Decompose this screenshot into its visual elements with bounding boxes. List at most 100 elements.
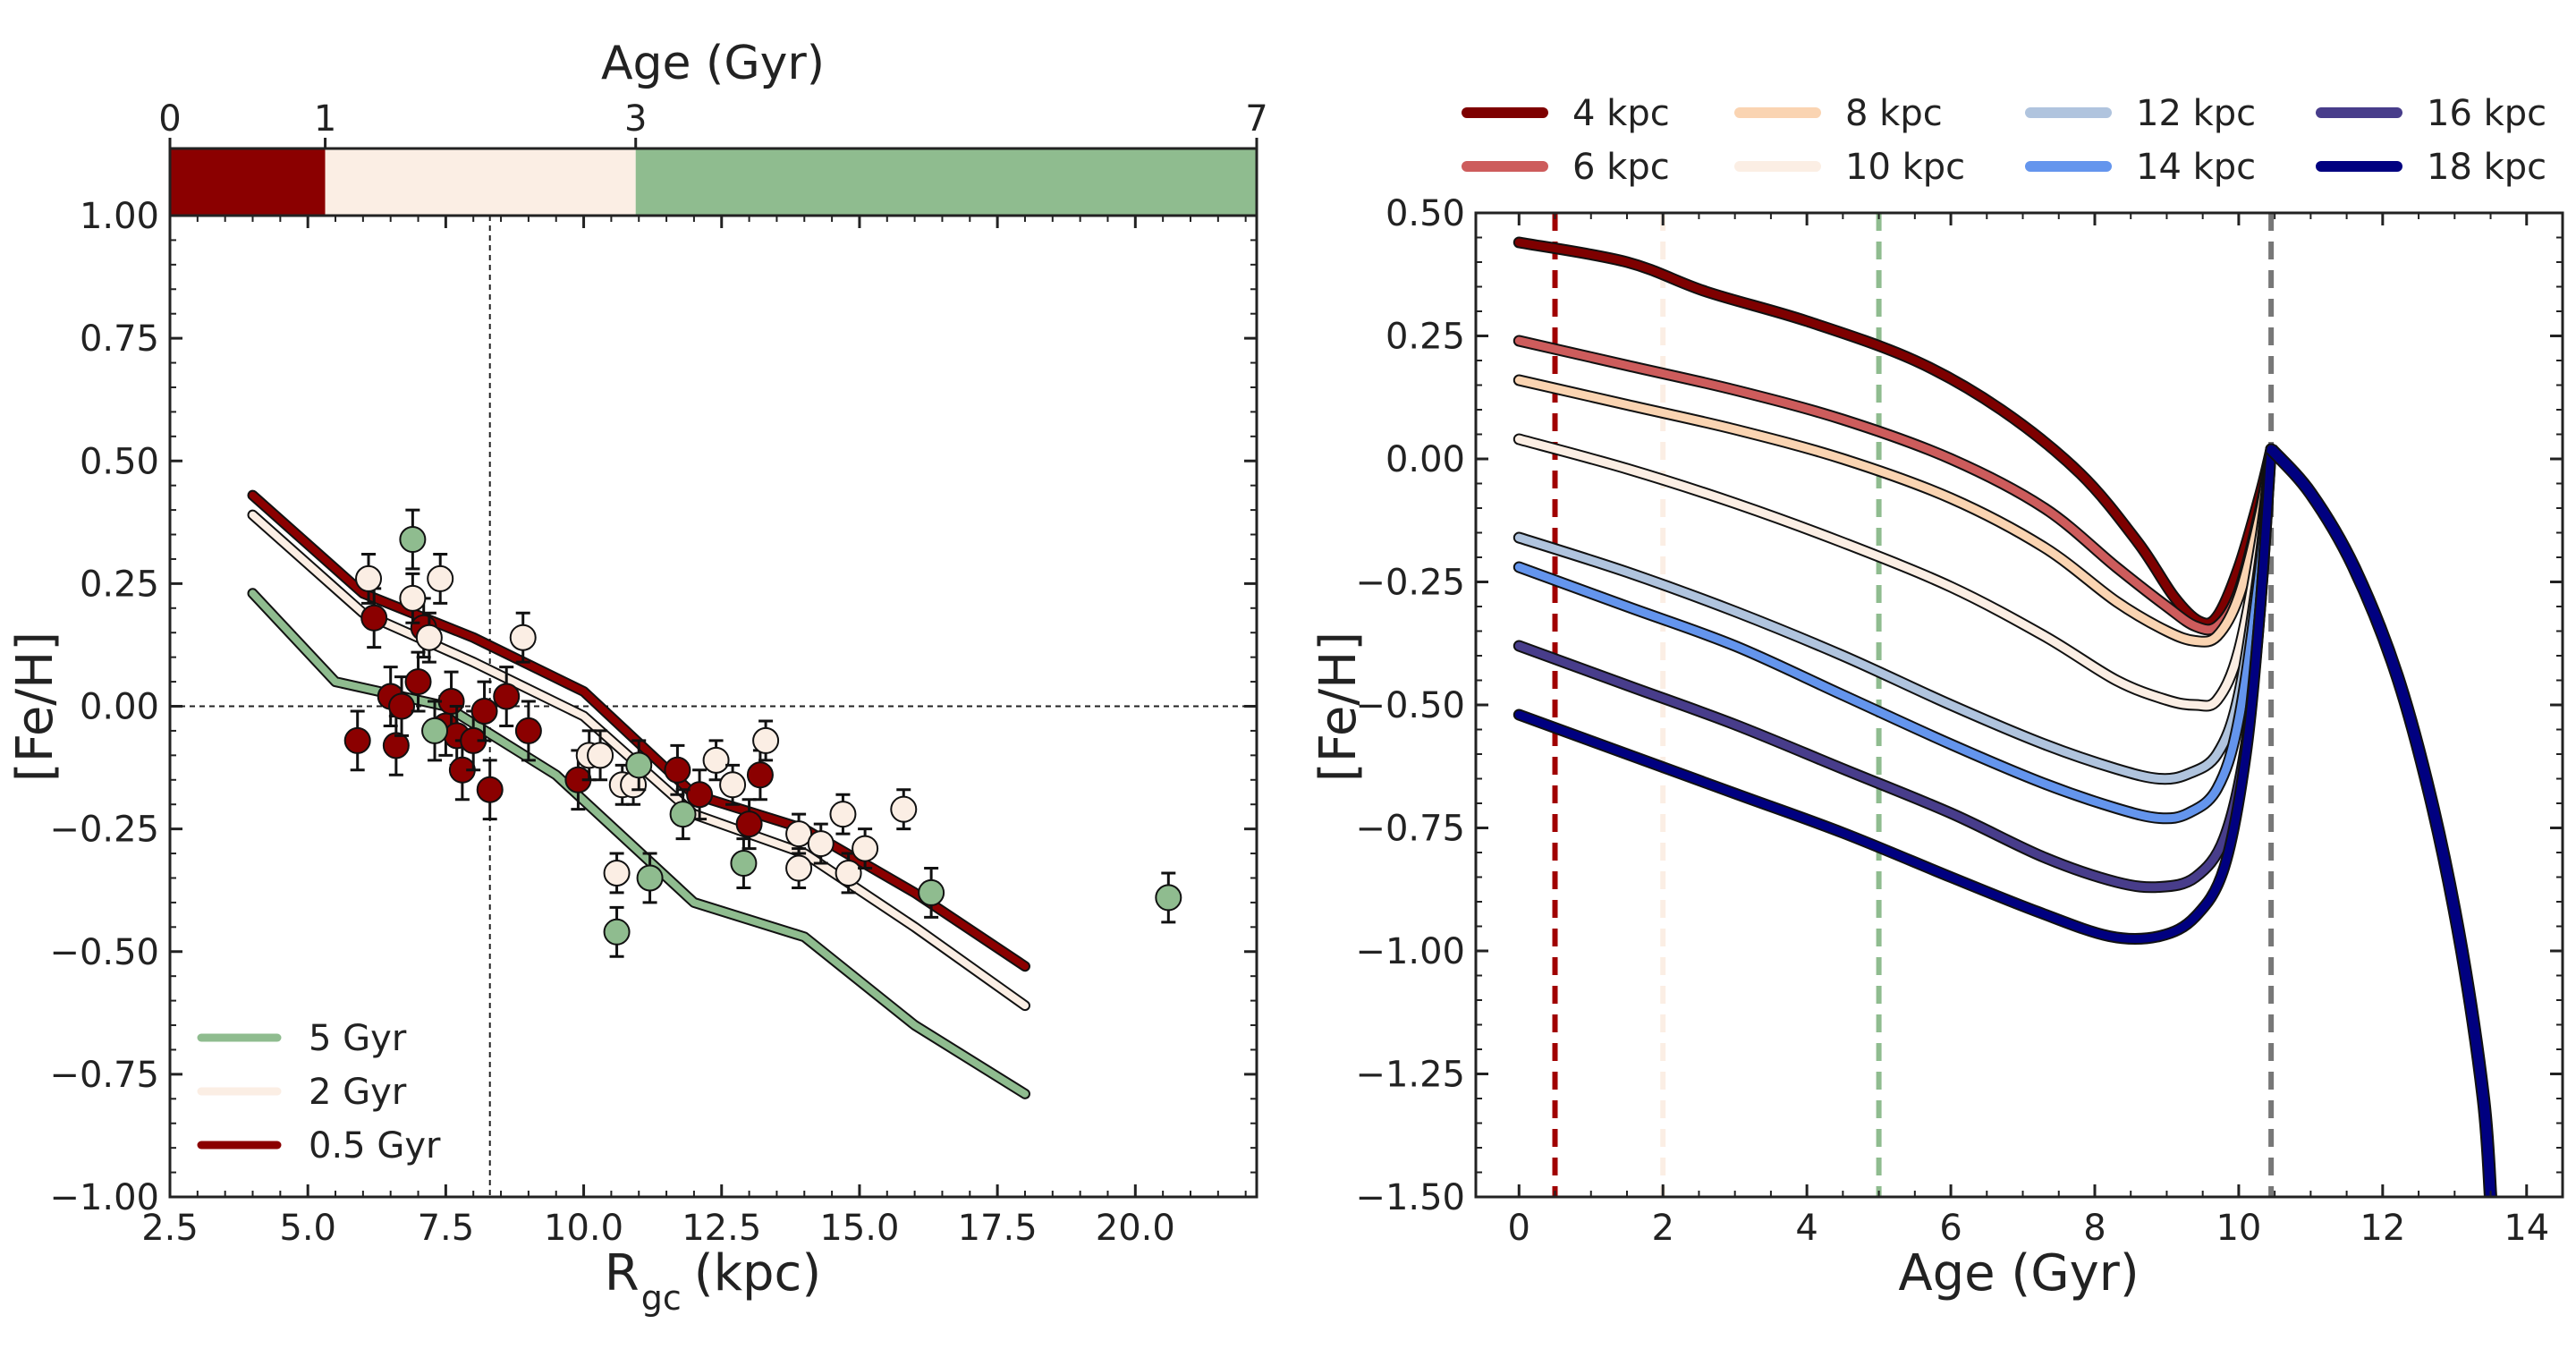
old-point-8: [1155, 884, 1182, 912]
mid-point-17: [835, 859, 862, 887]
right-y-tick-label-5: −0.25: [1355, 563, 1465, 604]
mid-point-7: [603, 859, 631, 887]
right-line-outline-1: [1513, 335, 2277, 636]
young-point-19: [735, 810, 763, 838]
right-x-tick-label-6: 12: [2360, 1208, 2405, 1249]
left-reference-lines: [170, 216, 1257, 1197]
mid-point-6: [587, 742, 614, 769]
age-tick-label-0: 0: [158, 98, 181, 140]
right-model-lines: [1513, 236, 2497, 1198]
mid-point-2: [415, 624, 443, 651]
right-legend-label-5: 14 kpc: [2136, 147, 2256, 188]
right-y-tick-label-8: 0.50: [1385, 193, 1465, 234]
left-x-label-sub: gc: [641, 1278, 682, 1318]
right-tail-line: [2267, 445, 2496, 1198]
right-legend-label-7: 18 kpc: [2427, 147, 2546, 188]
left-x-tick-label-5: 15.0: [819, 1208, 899, 1249]
mid-point-19: [890, 795, 918, 823]
right-line-6-kpc: [1514, 336, 2275, 634]
left-x-label-main: R: [605, 1244, 640, 1302]
right-x-tick-label-5: 10: [2216, 1208, 2261, 1249]
young-point-18: [686, 781, 714, 809]
left-x-tick-label-6: 17.5: [958, 1208, 1038, 1249]
right-legend-label-1: 6 kpc: [1572, 147, 1670, 188]
mid-point-0: [355, 564, 383, 592]
young-point-1: [360, 604, 388, 632]
mid-point-15: [807, 830, 835, 858]
right-panel: 0 2 4 6 8 10 12 14 −1.50 −1.25 −1.00 −0.75 −0.50 −0.2…: [1309, 93, 2564, 1302]
left-y-tick-label-2: −0.50: [49, 932, 159, 973]
left-panel: 0 1 3 7 Age (Gyr) 2.5 5.0 7.5 10.0 12.5 15.0 17.5…: [6, 37, 1268, 1318]
left-legend: 5 Gyr 2 Gyr 0.5 Gyr: [197, 1018, 441, 1167]
left-axes-ticks: 2.5 5.0 7.5 10.0 12.5 15.0 17.5 20.0 −1.00 −0.75 −…: [49, 196, 1257, 1249]
right-y-tick-label-6: 0.00: [1385, 439, 1465, 480]
mid-point-13: [785, 820, 813, 848]
right-y-tick-label-1: −1.25: [1355, 1055, 1465, 1096]
old-point-5: [669, 801, 697, 828]
right-line-10-kpc: [1514, 435, 2275, 710]
right-legend-label-0: 4 kpc: [1572, 93, 1670, 134]
age-colorbar: 0 1 3 7 Age (Gyr): [158, 37, 1268, 217]
right-line-14-kpc: [1514, 445, 2275, 823]
right-y-tick-label-7: 0.25: [1385, 317, 1465, 358]
age-tick-label-1: 1: [314, 98, 336, 140]
left-y-axis-label: [Fe/H]: [6, 632, 64, 782]
left-y-tick-label-0: −1.00: [49, 1177, 159, 1218]
old-point-0: [399, 526, 427, 554]
mid-point-16: [829, 801, 857, 828]
mid-point-10: [702, 746, 730, 774]
young-point-0: [343, 726, 371, 754]
age-segment-1: [325, 148, 636, 216]
young-point-3: [382, 732, 410, 759]
right-x-tick-label-3: 6: [1939, 1208, 1962, 1249]
left-y-tick-label-3: −0.25: [49, 810, 159, 851]
left-y-tick-label-5: 0.25: [80, 564, 159, 605]
age-tick-label-3: 7: [1245, 98, 1267, 140]
left-x-axis-label: Rgc (kpc): [605, 1244, 821, 1318]
young-point-4: [388, 692, 416, 720]
right-legend-label-3: 10 kpc: [1845, 147, 1965, 188]
young-point-15: [514, 717, 542, 744]
right-y-axis-label: [Fe/H]: [1309, 632, 1368, 782]
left-legend-label-0: 5 Gyr: [309, 1018, 407, 1059]
age-bar-segments: [170, 148, 1257, 216]
left-legend-label-1: 2 Gyr: [309, 1072, 407, 1113]
young-point-17: [664, 756, 691, 784]
right-y-tick-label-2: −1.00: [1355, 931, 1465, 972]
young-point-12: [470, 697, 498, 725]
right-x-tick-label-1: 2: [1651, 1208, 1674, 1249]
left-y-tick-label-8: 1.00: [80, 196, 159, 237]
left-x-label-unit: (kpc): [694, 1244, 821, 1302]
right-tail-outline: [2266, 444, 2497, 1198]
mid-point-4: [509, 624, 537, 651]
left-y-tick-label-4: 0.00: [80, 687, 159, 728]
right-x-tick-label-4: 8: [2083, 1208, 2106, 1249]
right-vertical-lines: [1552, 213, 2275, 1197]
left-data-points: [343, 508, 1182, 958]
right-line-4-kpc: [1514, 238, 2275, 628]
right-y-tick-label-4: −0.50: [1355, 685, 1465, 726]
left-x-tick-label-4: 12.5: [682, 1208, 761, 1249]
mid-point-3: [427, 564, 454, 592]
right-line-18-kpc: [1514, 445, 2275, 944]
line-5-Gyr: [249, 590, 1029, 1098]
young-point-14: [493, 683, 521, 710]
mid-point-11: [719, 771, 747, 799]
right-x-axis-label: Age (Gyr): [1898, 1244, 2139, 1302]
old-point-2: [603, 918, 631, 946]
right-y-tick-label-0: −1.50: [1355, 1177, 1465, 1218]
right-legend: 4 kpc 6 kpc 8 kpc 10 kpc 12 kpc 14 kpc 16 kpc 1…: [1462, 93, 2546, 188]
age-bar-title: Age (Gyr): [601, 37, 825, 90]
old-point-3: [625, 751, 653, 779]
old-point-4: [636, 864, 664, 892]
right-y-tick-label-3: −0.75: [1355, 809, 1465, 850]
mid-point-1: [399, 584, 427, 612]
left-x-tick-label-0: 2.5: [141, 1208, 199, 1249]
left-y-tick-label-6: 0.50: [80, 441, 159, 482]
age-bar-ticks: 0 1 3 7: [158, 98, 1268, 148]
left-legend-label-2: 0.5 Gyr: [309, 1125, 441, 1167]
right-x-tick-label-2: 4: [1795, 1208, 1818, 1249]
left-x-tick-label-2: 7.5: [418, 1208, 475, 1249]
right-legend-label-6: 16 kpc: [2427, 93, 2546, 134]
